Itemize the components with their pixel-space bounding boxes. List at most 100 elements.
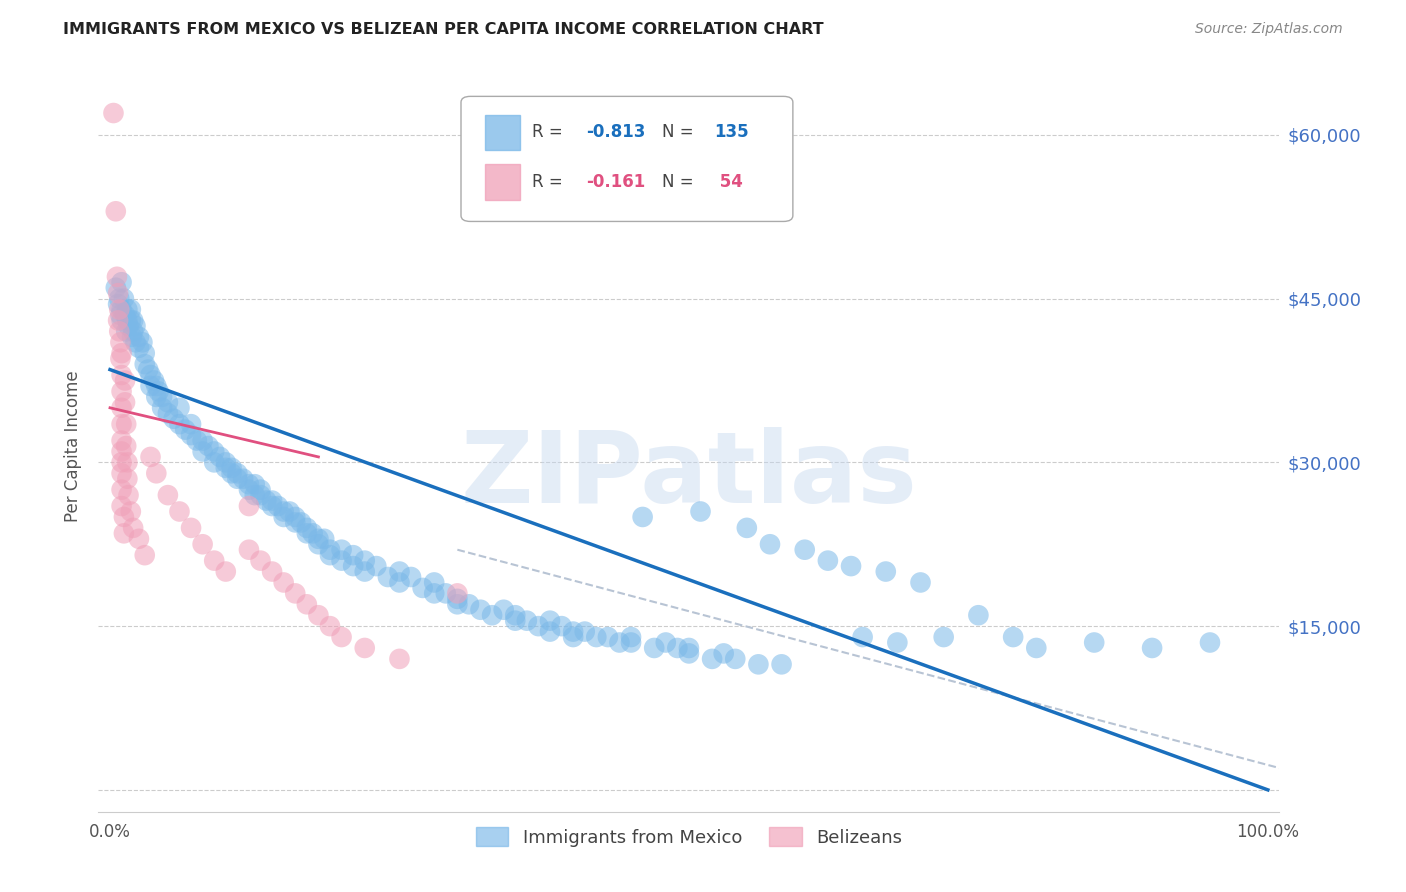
Point [446, 597, 468, 611]
Point [609, 635, 631, 649]
Point [678, 647, 700, 661]
Point [169, 401, 191, 415]
Point [666, 640, 689, 655]
Point [112, 510, 135, 524]
Point [134, 357, 156, 371]
Point [104, 281, 127, 295]
Point [110, 275, 132, 289]
Point [120, 313, 142, 327]
Point [446, 591, 468, 606]
Point [516, 614, 538, 628]
Point [105, 269, 128, 284]
Point [238, 477, 260, 491]
Point [655, 635, 678, 649]
Point [243, 477, 266, 491]
Point [117, 455, 139, 469]
Point [470, 603, 492, 617]
Point [139, 450, 162, 464]
Point [134, 346, 156, 360]
Point [156, 395, 179, 409]
Point [221, 467, 243, 481]
Point [124, 318, 146, 333]
Point [770, 657, 793, 672]
Point [910, 575, 932, 590]
Point [284, 586, 307, 600]
Point [875, 565, 897, 579]
Point [117, 488, 139, 502]
Point [759, 537, 782, 551]
Point [117, 472, 139, 486]
Point [596, 630, 619, 644]
Point [115, 324, 138, 338]
Point [110, 384, 132, 399]
Point [112, 526, 135, 541]
Point [226, 467, 249, 481]
Point [388, 575, 411, 590]
Point [538, 614, 561, 628]
Point [262, 565, 284, 579]
Point [643, 640, 665, 655]
Point [114, 395, 136, 409]
Point [503, 614, 526, 628]
Point [121, 330, 143, 344]
Point [678, 640, 700, 655]
Point [128, 330, 150, 344]
Point [238, 542, 260, 557]
Point [139, 368, 162, 382]
Point [221, 460, 243, 475]
Point [353, 565, 375, 579]
Point [110, 499, 132, 513]
Point [131, 335, 153, 350]
Text: -0.161: -0.161 [586, 173, 645, 191]
Point [724, 652, 747, 666]
Point [1025, 640, 1047, 655]
Point [631, 510, 654, 524]
Text: -0.813: -0.813 [586, 123, 645, 141]
Text: N =: N = [662, 123, 699, 141]
Point [295, 521, 318, 535]
Point [122, 521, 145, 535]
Point [278, 504, 301, 518]
Y-axis label: Per Capita Income: Per Capita Income [65, 370, 83, 522]
Point [122, 313, 145, 327]
Point [342, 548, 364, 562]
Point [353, 640, 375, 655]
Point [110, 417, 132, 432]
Point [700, 652, 723, 666]
Text: 135: 135 [714, 123, 748, 141]
Point [562, 624, 585, 639]
Point [319, 619, 342, 633]
Point [620, 635, 643, 649]
Point [191, 434, 214, 448]
Point [110, 368, 132, 382]
Point [434, 586, 457, 600]
Point [215, 455, 238, 469]
Point [238, 499, 260, 513]
Point [110, 444, 132, 458]
Point [115, 417, 138, 432]
FancyBboxPatch shape [461, 96, 793, 221]
Point [562, 630, 585, 644]
Point [107, 313, 129, 327]
Point [412, 581, 434, 595]
Point [366, 559, 388, 574]
Point [145, 379, 167, 393]
Point [156, 488, 179, 502]
Point [342, 559, 364, 574]
Point [527, 619, 550, 633]
Point [110, 335, 132, 350]
Point [114, 308, 136, 322]
Point [852, 630, 875, 644]
Point [839, 559, 862, 574]
Bar [485, 164, 520, 200]
Point [967, 608, 990, 623]
Point [110, 455, 132, 469]
Point [319, 542, 342, 557]
Point [191, 537, 214, 551]
Point [314, 532, 336, 546]
Point [202, 444, 225, 458]
Point [120, 302, 142, 317]
Point [307, 532, 329, 546]
Point [174, 423, 197, 437]
Point [290, 516, 312, 530]
